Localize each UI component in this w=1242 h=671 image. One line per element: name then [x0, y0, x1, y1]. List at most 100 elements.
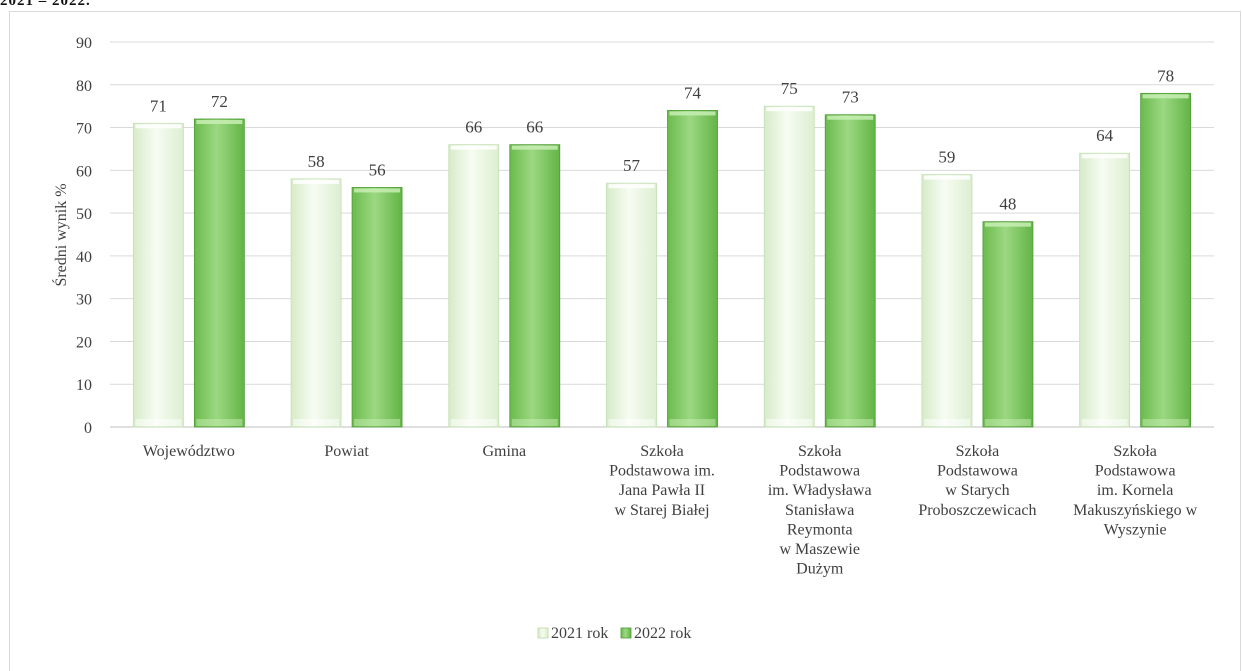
- x-tick-label-line: Gmina: [483, 443, 527, 460]
- bar-highlight: [135, 124, 182, 129]
- data-label: 64: [1096, 126, 1114, 145]
- bar-2021: [606, 182, 657, 428]
- data-label: 48: [999, 195, 1016, 214]
- x-tick-label: Szkoła Podstawowa im. Jana Pawła II w Stare…: [609, 443, 715, 519]
- x-tick-label-line: w Starej Białej: [614, 502, 709, 519]
- data-label: 58: [308, 152, 325, 171]
- x-tick-label-line: Powiat: [324, 443, 369, 460]
- x-tick-label: Szkoła Podstawowa im. Władysława Stanisława…: [768, 443, 872, 578]
- bar-base-highlight: [984, 419, 1031, 426]
- bar-base-highlight: [1081, 419, 1128, 426]
- x-tick-label-line: Podstawowa im.: [609, 463, 715, 480]
- legend: 2021 rok 2022 rok: [537, 625, 691, 642]
- bar-2021: [132, 122, 184, 428]
- x-tick-label: Województwo: [143, 443, 235, 460]
- data-label: 66: [465, 118, 482, 137]
- bar-base-highlight: [196, 419, 243, 426]
- x-tick-label-line: w Starych: [945, 482, 1009, 499]
- x-tick-label: Gmina: [483, 443, 527, 460]
- bar-highlight: [923, 175, 970, 180]
- bar-base-highlight: [669, 419, 716, 426]
- y-tick-label: 40: [76, 249, 92, 266]
- x-tick-label-line: Podstawowa: [1095, 463, 1176, 480]
- x-axis-ticks: Województwo Powiat Gmina Szkoła Podstawowa i…: [143, 443, 1198, 578]
- gridlines: [110, 41, 1214, 428]
- bar-2022: [509, 144, 561, 428]
- data-label: 66: [526, 118, 543, 137]
- bar-2022: [982, 221, 1034, 428]
- y-tick-label: 90: [76, 35, 92, 52]
- x-tick-label-line: Podstawowa: [779, 463, 860, 480]
- bar-highlight: [293, 179, 340, 184]
- legend-label-2021: 2021 rok: [551, 625, 608, 642]
- y-tick-label: 10: [76, 377, 92, 394]
- bar-2021: [763, 105, 815, 428]
- bar-highlight: [196, 120, 243, 124]
- bar-base-highlight: [135, 419, 182, 426]
- bar-base-highlight: [608, 419, 655, 426]
- y-tick-label: 80: [76, 78, 92, 95]
- legend-label-2022: 2022 rok: [634, 625, 691, 642]
- bar-highlight: [766, 107, 813, 112]
- data-label: 73: [842, 88, 859, 107]
- bar-base-highlight: [354, 419, 401, 426]
- bar-base-highlight: [450, 419, 497, 426]
- x-tick-label: Szkoła Podstawowa w Starych Proboszczewicac…: [918, 443, 1036, 519]
- x-tick-label-line: Stanisława: [785, 502, 854, 519]
- x-tick-label: Powiat: [324, 443, 369, 460]
- x-tick-label-line: Szkoła: [1113, 443, 1157, 460]
- x-tick-label-line: Podstawowa: [937, 463, 1018, 480]
- data-label: 57: [623, 156, 641, 175]
- data-labels: 71 72 58 56 66 66 57 74 75 73 59 48 64 78: [150, 66, 1174, 213]
- x-tick-label: Szkoła Podstawowa im. Kornela Makuszyńskieg…: [1073, 443, 1197, 538]
- bar-2021: [448, 144, 500, 428]
- bar-base-highlight: [766, 419, 813, 426]
- y-tick-label: 70: [76, 121, 92, 138]
- x-tick-label-line: im. Władysława: [768, 482, 872, 499]
- x-tick-label-line: Szkoła: [798, 443, 842, 460]
- y-tick-label: 20: [76, 334, 92, 351]
- y-axis-label: Średni wynik %: [51, 183, 70, 286]
- y-axis-ticks: 0 10 20 30 40 50 60 70 80 90: [76, 35, 92, 437]
- bar-2022: [351, 187, 403, 428]
- bar-highlight: [450, 145, 497, 150]
- legend-swatch-2021: [537, 627, 549, 639]
- bar-2022: [1140, 92, 1192, 428]
- data-label: 74: [684, 83, 702, 102]
- chart-frame: [9, 11, 1241, 671]
- bar-highlight: [608, 184, 655, 189]
- bar-2021: [921, 174, 973, 428]
- data-label: 71: [150, 96, 167, 115]
- x-tick-label-line: Szkoła: [640, 443, 684, 460]
- page-header-fragment: 2021 – 2022.: [0, 0, 91, 9]
- bar-2022: [193, 118, 245, 428]
- bar-2022: [824, 114, 876, 428]
- y-tick-label: 50: [76, 206, 92, 223]
- data-label: 72: [211, 92, 228, 111]
- bar-2021: [1079, 152, 1131, 428]
- bar-highlight: [669, 111, 716, 116]
- bar-highlight: [827, 115, 874, 120]
- x-tick-label-line: Reymonta: [787, 521, 853, 538]
- x-tick-label-line: Województwo: [143, 443, 235, 460]
- bar-highlight: [984, 222, 1031, 227]
- bar-base-highlight: [827, 419, 874, 426]
- data-label: 75: [781, 79, 798, 98]
- data-label: 56: [369, 160, 386, 179]
- bar-highlight: [511, 145, 558, 150]
- bar-base-highlight: [1142, 419, 1189, 426]
- y-tick-label: 0: [84, 420, 92, 437]
- x-tick-label-line: Dużym: [796, 561, 844, 578]
- data-label: 59: [938, 148, 955, 167]
- y-tick-label: 30: [76, 292, 92, 309]
- bar-base-highlight: [923, 419, 970, 426]
- bars: [132, 92, 1192, 428]
- bar-highlight: [1142, 94, 1189, 99]
- bar-base-highlight: [511, 419, 558, 426]
- x-tick-label-line: Makuszyńskiego w: [1073, 502, 1197, 519]
- x-tick-label-line: Proboszczewicach: [918, 502, 1036, 519]
- bar-highlight: [354, 188, 401, 193]
- x-tick-label-line: Szkoła: [956, 443, 1000, 460]
- x-tick-label-line: im. Kornela: [1097, 482, 1173, 499]
